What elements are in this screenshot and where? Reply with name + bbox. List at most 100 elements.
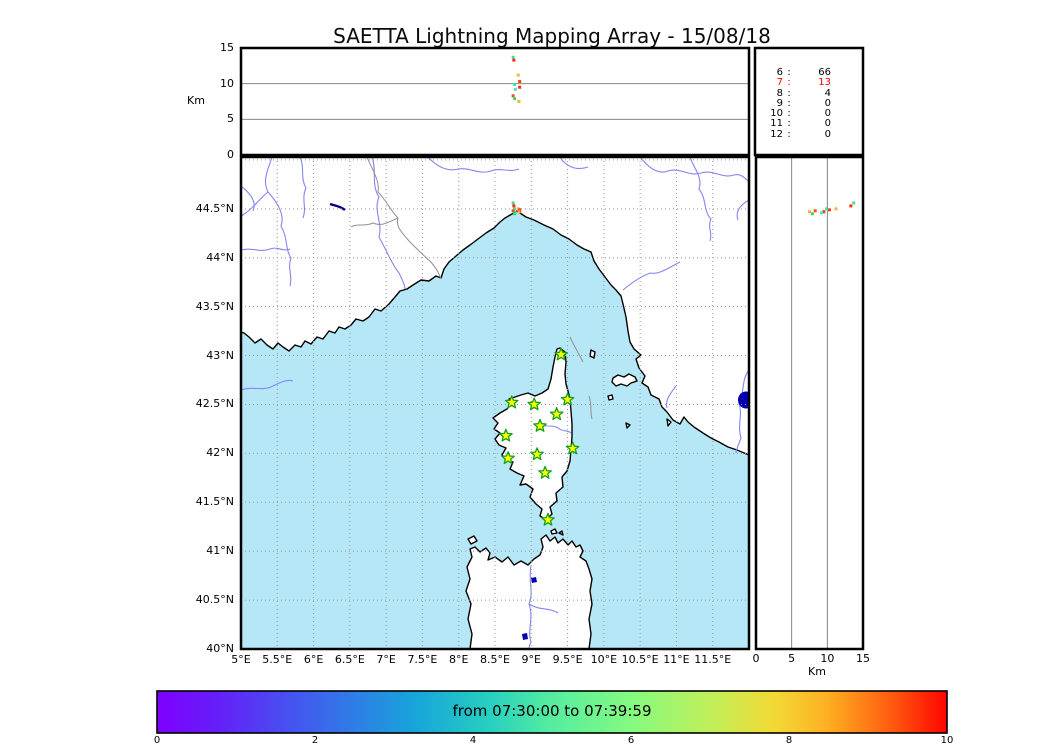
lakes	[329, 202, 749, 640]
elba-island	[611, 373, 638, 387]
separator: :	[787, 128, 791, 140]
alpine-lake	[329, 202, 346, 211]
station-star	[527, 397, 542, 411]
alt-lat-gridlines	[791, 157, 828, 649]
alt-lat-panel-bg	[756, 157, 863, 649]
lightning-source-dot	[825, 207, 829, 211]
lightning-source-dot	[808, 210, 811, 214]
alt-lon-panel-bg	[241, 48, 749, 155]
lightning-source-dot	[516, 73, 520, 77]
tick-label-colorbar: 8	[785, 735, 793, 746]
alt-axis-label-right: Km	[808, 665, 826, 678]
count-value: 66	[818, 67, 831, 78]
lightning-source-dot	[820, 211, 824, 215]
mainland-coastline	[241, 157, 749, 456]
hour-label: 11	[770, 118, 783, 130]
administrative-borders	[350, 157, 593, 420]
alt-lon-gridlines	[241, 83, 749, 120]
station-star	[504, 395, 519, 409]
tick-label-lat: 43.5°N	[195, 299, 234, 313]
separator: :	[787, 108, 791, 120]
separator: :	[787, 67, 791, 78]
hourly-count-row: 11: 0	[757, 118, 861, 130]
pianosa-island	[607, 394, 614, 401]
hour-label: 9	[776, 97, 783, 109]
lake-bolsena	[738, 391, 749, 409]
lightning-source-dot	[517, 210, 521, 214]
tick-label-alt-left: 15	[220, 41, 234, 54]
tick-label-colorbar: 4	[469, 735, 477, 746]
hour-label: 6	[776, 67, 783, 78]
capraia-island	[589, 349, 596, 359]
tick-label-lon: 5.5°E	[262, 653, 293, 666]
separator: :	[787, 77, 791, 89]
map-gridlines	[241, 157, 749, 649]
lightning-source-dot	[511, 55, 515, 59]
tick-label-lat: 42°N	[206, 446, 234, 460]
hourly-count-row: 7: 13	[757, 77, 861, 89]
hour-label: 8	[776, 87, 783, 99]
station-star	[530, 447, 544, 461]
count-value: 0	[824, 128, 831, 140]
lightning-source-dot	[813, 209, 817, 213]
lightning-source-dot	[512, 204, 516, 208]
station-star	[549, 407, 564, 421]
lightning-source-dot	[827, 208, 831, 212]
lightning-source-dot	[518, 80, 522, 84]
tick-label-lat: 41.5°N	[195, 495, 234, 509]
lightning-source-dot	[513, 87, 517, 91]
tick-label-lat: 43°N	[206, 348, 234, 362]
lightning-source-dot	[511, 201, 515, 205]
count-value: 0	[824, 108, 831, 120]
station-star	[533, 418, 547, 432]
montecristo-island	[625, 422, 631, 429]
tick-label-lon: 6.5°E	[334, 653, 365, 666]
tick-label-lat: 44°N	[206, 250, 234, 264]
lightning-source-dot	[513, 97, 517, 101]
tick-label-lon: 10.5°E	[621, 653, 659, 666]
tick-label-lon: 7.5°E	[407, 653, 438, 666]
lightning-source-dot	[512, 58, 516, 62]
tick-label-alt-left: 5	[227, 112, 234, 126]
lightning-source-dot	[834, 207, 838, 211]
tick-label-lon: 10°E	[590, 653, 618, 666]
lightning-source-dot	[511, 94, 515, 98]
lightning-source-dot	[513, 207, 517, 211]
tick-label-colorbar: 6	[627, 735, 635, 746]
hourly-count-row: 12: 0	[757, 128, 861, 140]
tick-label-lon: 6°E	[303, 653, 324, 666]
alt-lat-panel-border	[754, 155, 865, 651]
tick-label-colorbar: 0	[153, 735, 161, 746]
hourly-count-row: 10: 0	[757, 108, 861, 120]
station-star	[538, 465, 552, 479]
lma-stations	[499, 347, 580, 526]
sardinia-coastline	[465, 534, 593, 649]
hour-label: 10	[770, 108, 783, 120]
tick-label-lon: 11.5°E	[694, 653, 732, 666]
tick-label-alt-left: 10	[220, 76, 234, 90]
alt-lon-panel-border	[239, 46, 751, 157]
lightning-sources-map	[511, 201, 522, 216]
hourly-counts-panel-border	[753, 46, 865, 157]
lightning-source-dot	[849, 204, 853, 208]
separator: :	[787, 118, 791, 130]
lightning-source-dot	[518, 85, 522, 89]
hour-label: 7	[776, 77, 783, 89]
lightning-source-dot	[513, 212, 517, 216]
tick-label-lon: 5°E	[231, 653, 251, 666]
lightning-source-dot	[822, 210, 826, 214]
lightning-source-dot	[513, 82, 517, 86]
hourly-count-row: 9: 0	[757, 97, 861, 109]
station-star	[565, 441, 580, 455]
tick-label-lon: 9.5°E	[552, 653, 583, 666]
lightning-source-dot	[852, 201, 856, 205]
count-value: 4	[824, 87, 831, 99]
lightning-source-dot	[517, 100, 521, 103]
maddalena-islands	[550, 528, 564, 536]
separator: :	[787, 97, 791, 109]
map-panel-border	[239, 155, 751, 651]
tick-label-lon: 8.5°E	[480, 653, 510, 666]
tick-label-alt-bottom: 15	[856, 652, 870, 665]
